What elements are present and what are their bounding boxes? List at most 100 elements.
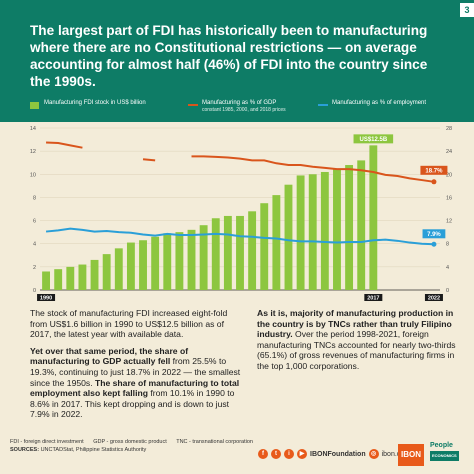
- sources-row: SOURCES: UNCTADStat, Philippine Statisti…: [10, 446, 261, 454]
- legend-sublabel-gdp: constant 1985, 2000, and 2018 prices: [202, 107, 286, 113]
- page-number-badge: 3: [460, 3, 474, 17]
- series-end-point: [431, 241, 437, 247]
- x-tick-label: 2022: [428, 296, 440, 302]
- x-tick-label-bg: [424, 294, 443, 301]
- y-right-tick-label: 16: [446, 195, 452, 201]
- x-tick-label-bg: [364, 294, 383, 301]
- legend-label-gdp: Manufacturing as % of GDP: [202, 100, 277, 106]
- sources-text: UNCTADStat, Philippine Statistics Author…: [40, 447, 147, 453]
- bar: [333, 168, 341, 290]
- x-tick-label: 2017: [367, 296, 379, 302]
- series-line: [46, 141, 83, 149]
- bold-employment-fell: The share of manufacturing to total empl…: [30, 377, 240, 399]
- bar: [54, 269, 63, 290]
- bold-gdp-fell: Yet over that same period, the share of …: [30, 345, 189, 367]
- bar: [284, 184, 293, 290]
- series-end-point: [431, 179, 437, 185]
- y-left-tick-label: 4: [33, 242, 36, 248]
- y-left-tick-label: 10: [30, 172, 36, 178]
- bar: [163, 233, 172, 290]
- bar: [90, 259, 99, 290]
- y-right-tick-label: 28: [446, 126, 452, 132]
- paragraph-tnc: As it is, majority of manufacturing prod…: [257, 308, 457, 372]
- bar: [308, 174, 317, 290]
- legend-swatch-gdp: [188, 104, 198, 106]
- y-left-tick-label: 6: [33, 219, 36, 225]
- bar: [223, 215, 232, 290]
- bold-tnc: As it is, majority of manufacturing prod…: [257, 308, 454, 340]
- bar: [320, 171, 329, 290]
- text-employment-fell: from 10.1% in 1990 to 8.6% in 2017. This…: [30, 388, 235, 420]
- sources-label: SOURCES:: [10, 447, 40, 453]
- instagram-icon[interactable]: i: [284, 449, 294, 459]
- bar: [260, 203, 269, 290]
- bar: [345, 165, 354, 290]
- legend-label-employment: Manufacturing as % of employment: [332, 100, 427, 106]
- bar: [126, 242, 135, 290]
- legend-swatch-fdi: [30, 102, 39, 109]
- data-label-bg: [353, 134, 394, 144]
- body-text-right: As it is, majority of manufacturing prod…: [257, 308, 457, 378]
- footnotes: FDI - foreign direct investment GDP - gr…: [10, 438, 261, 454]
- abbreviations-row: FDI - foreign direct investment GDP - gr…: [10, 438, 261, 446]
- y-right-tick-label: 4: [446, 265, 449, 271]
- bar: [369, 145, 378, 290]
- bar: [248, 211, 257, 290]
- text-tnc: Over the period 1998-2021, foreign manuf…: [257, 329, 456, 371]
- chart-title: The largest part of FDI has historically…: [30, 23, 428, 89]
- bar: [199, 225, 208, 290]
- abbr-fdi: FDI - foreign direct investment: [10, 439, 84, 445]
- series-line: [142, 158, 156, 162]
- body-text-left: The stock of manufacturing FDI increased…: [30, 308, 245, 426]
- bar: [151, 236, 160, 290]
- y-right-tick-label: 0: [446, 288, 449, 294]
- y-right-tick-label: 20: [446, 172, 452, 178]
- text-gdp-fell: from 25.5% to 19.3%, continuing to just …: [30, 356, 241, 388]
- x-tick-label: 1990: [40, 296, 52, 302]
- twitter-icon[interactable]: t: [271, 449, 281, 459]
- paragraph-fdi-growth: The stock of manufacturing FDI increased…: [30, 308, 228, 340]
- bar: [66, 266, 75, 290]
- y-right-tick-label: 12: [446, 219, 452, 225]
- website-link[interactable]: ibon.org: [381, 450, 407, 458]
- y-left-tick-label: 0: [33, 288, 36, 294]
- people-logo-text: People: [430, 442, 453, 449]
- bar: [102, 254, 111, 290]
- social-handle[interactable]: IBONFoundation: [310, 450, 366, 458]
- bar: [114, 248, 123, 290]
- bar: [272, 195, 281, 290]
- data-label-bg: [420, 165, 448, 175]
- y-left-tick-label: 8: [33, 195, 36, 201]
- abbr-tnc: TNC - transnational corporation: [176, 439, 253, 445]
- abbr-gdp: GDP - gross domestic product: [93, 439, 167, 445]
- bar: [139, 240, 147, 290]
- social-links: f t i ▶ IBONFoundation ◎ ibon.org: [258, 448, 407, 460]
- data-label: 18.7%: [425, 168, 443, 174]
- series-line: [191, 155, 435, 183]
- header-banner: The largest part of FDI has historically…: [0, 0, 474, 122]
- bar: [78, 264, 87, 290]
- y-left-tick-label: 2: [33, 265, 36, 271]
- bar: [296, 175, 305, 290]
- bar: [187, 229, 196, 290]
- bar: [175, 232, 184, 290]
- people-logo-sub: ECONOMICS: [430, 451, 459, 461]
- y-left-tick-label: 14: [30, 126, 36, 132]
- ibon-logo: IBON: [398, 444, 424, 466]
- y-right-tick-label: 8: [446, 242, 449, 248]
- facebook-icon[interactable]: f: [258, 449, 268, 459]
- legend-swatch-employment: [318, 104, 328, 106]
- bar: [236, 215, 244, 290]
- y-left-tick-label: 12: [30, 149, 36, 155]
- legend-label-fdi: Manufacturing FDI stock in US$ billion: [44, 100, 146, 106]
- data-label-bg: [422, 229, 446, 239]
- series-line: [45, 227, 434, 246]
- y-right-tick-label: 24: [446, 149, 452, 155]
- data-label: 7.9%: [427, 232, 441, 238]
- bar: [211, 218, 220, 290]
- bar: [42, 271, 50, 290]
- globe-icon: ◎: [368, 449, 379, 459]
- youtube-icon[interactable]: ▶: [297, 449, 307, 459]
- people-economics-logo: People ECONOMICS: [430, 442, 470, 461]
